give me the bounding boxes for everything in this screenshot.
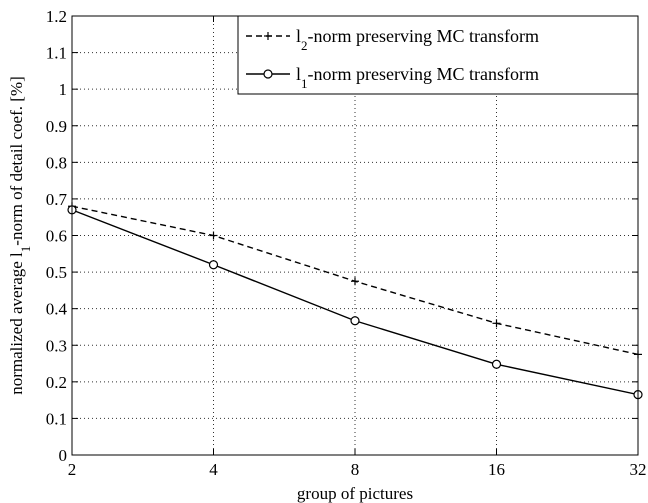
- y-tick-label: 0.4: [46, 300, 68, 319]
- y-tick-label: 0.9: [46, 117, 67, 136]
- y-tick-label: 0.6: [46, 227, 67, 246]
- legend: l2-norm preserving MC transform l1-norm …: [237, 15, 639, 95]
- x-axis-title: group of pictures: [297, 484, 413, 503]
- y-tick-label: 0.3: [46, 336, 67, 355]
- x-tick-label: 8: [351, 460, 360, 479]
- y-axis-title-subscript: 1: [18, 246, 33, 253]
- y-tick-label: 0.5: [46, 263, 67, 282]
- y-axis-title-rest: -norm of detail coef. [%]: [7, 76, 26, 245]
- y-tick-label: 0.7: [46, 190, 68, 209]
- y-tick-label: 1: [59, 80, 68, 99]
- y-tick-label: 1.1: [46, 44, 67, 63]
- legend-box: [237, 15, 639, 95]
- y-axis-title: normalized average l1-norm of detail coe…: [7, 76, 33, 395]
- data-point: [209, 231, 218, 240]
- y-tick-label: 0.8: [46, 153, 67, 172]
- legend-label-l1: l1-norm preserving MC transform: [296, 64, 539, 91]
- legend-item-l1: l1-norm preserving MC transform: [246, 64, 539, 91]
- y-tick-label: 0.1: [46, 409, 67, 428]
- tick-labels: 0 0.1 0.2 0.3 0.4 0.5 0.6 0.7 0.8 0.9 1 1.1 1.2 2 4 8 16…: [46, 7, 647, 479]
- y-tick-label: 1.2: [46, 7, 67, 26]
- x-tick-label: 4: [209, 460, 218, 479]
- data-point: [492, 319, 501, 328]
- y-axis-title-main: normalized average l: [7, 252, 26, 395]
- data-point: [208, 260, 219, 270]
- legend-label-l2: l2-norm preserving MC transform: [296, 26, 539, 53]
- data-point: [351, 277, 359, 286]
- data-point: [350, 316, 360, 326]
- x-tick-label: 2: [68, 460, 77, 479]
- x-tick-label: 16: [488, 460, 505, 479]
- legend-marker-0: [264, 32, 272, 40]
- x-tick-label: 32: [630, 460, 647, 479]
- y-tick-label: 0.2: [46, 373, 67, 392]
- legend-item-l2: l2-norm preserving MC transform: [246, 26, 539, 53]
- data-point: [491, 359, 502, 369]
- y-tick-label: 0: [59, 446, 68, 465]
- legend-marker-1: [263, 69, 273, 79]
